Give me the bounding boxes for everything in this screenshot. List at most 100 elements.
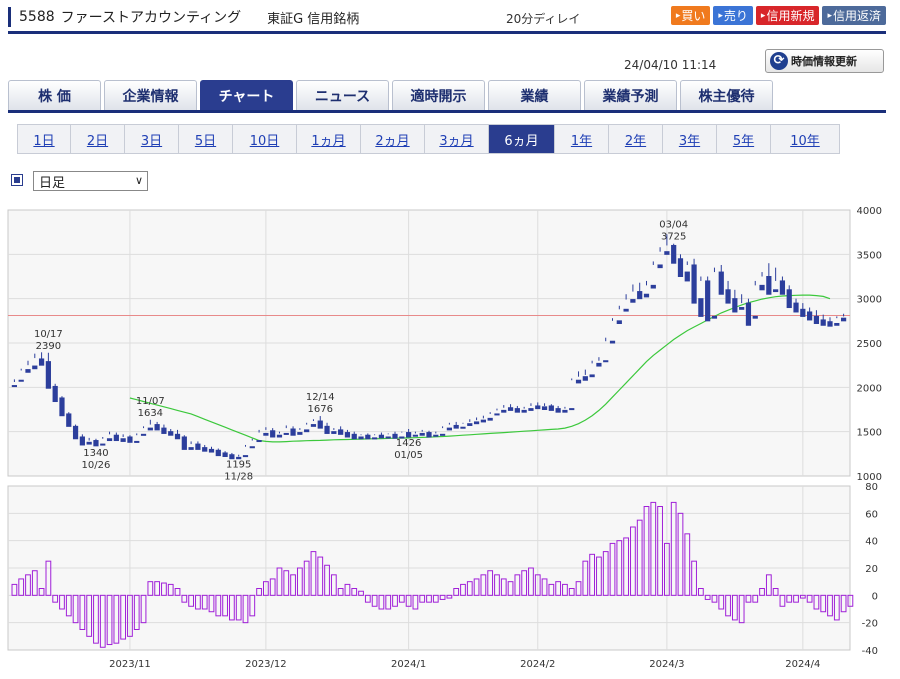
period-1d[interactable]: 1日 — [18, 125, 71, 153]
annotation-value: 1340 — [83, 448, 108, 459]
oscillator-bar — [806, 594, 813, 603]
oscillator-bar — [725, 594, 731, 617]
oscillator-bar — [500, 578, 507, 596]
oscillator-bar — [242, 594, 249, 624]
annotation-value: 3725 — [661, 232, 686, 243]
period-2y[interactable]: 2年 — [609, 125, 663, 153]
candle-body — [147, 427, 153, 431]
oscillator-bar — [161, 582, 167, 596]
oscillator-bar — [99, 594, 106, 648]
oscillator-bar — [181, 594, 188, 603]
oscillator-bar — [738, 594, 745, 624]
tab-disclosure[interactable]: 適時開示 — [392, 80, 485, 110]
osc-tick-label: 60 — [865, 509, 878, 520]
period-5d[interactable]: 5日 — [179, 125, 233, 153]
tab-results[interactable]: 業績 — [488, 80, 581, 110]
margin-new-button[interactable]: 信用新規 — [755, 6, 820, 25]
period-10y[interactable]: 10年 — [771, 125, 839, 153]
price-tick-label: 3000 — [857, 295, 882, 306]
candle-body — [684, 271, 690, 282]
oscillator-bar — [222, 594, 228, 617]
candle-body — [800, 308, 806, 317]
annotation-date: 10/26 — [82, 460, 111, 471]
candle-body — [582, 376, 588, 381]
annotation-value: 2390 — [36, 341, 61, 352]
candle-body — [453, 424, 459, 429]
tab-shareholder-benefits[interactable]: 株主優待 — [680, 80, 773, 110]
price-tick-label: 2000 — [857, 383, 882, 394]
candle-body — [263, 432, 269, 436]
candle-body — [338, 429, 344, 435]
period-3d[interactable]: 3日 — [125, 125, 179, 153]
oscillator-bar — [398, 594, 405, 603]
candle-body — [290, 428, 296, 436]
tab-stock-price[interactable]: 株 価 — [8, 80, 101, 110]
candle-body — [718, 271, 724, 295]
oscillator-bar — [133, 594, 140, 631]
oscillator-bar — [609, 542, 616, 596]
period-3y[interactable]: 3年 — [663, 125, 717, 153]
period-tabs: 1日 2日 3日 5日 10日 1ヵ月 2ヵ月 3ヵ月 6ヵ月 1年 2年 3年… — [17, 124, 840, 154]
period-1y[interactable]: 1年 — [555, 125, 609, 153]
candle-body — [807, 311, 813, 321]
period-5y[interactable]: 5年 — [717, 125, 771, 153]
sell-button[interactable]: 売り — [713, 6, 753, 25]
refresh-button[interactable]: ⟳ 時価情報更新 — [765, 49, 884, 73]
candle-body — [766, 276, 772, 295]
oscillator-bar — [229, 594, 235, 621]
candle-body — [711, 315, 718, 319]
oscillator-bar — [269, 578, 276, 596]
tab-news[interactable]: ニュース — [296, 80, 389, 110]
buy-button[interactable]: 買い — [670, 6, 711, 25]
candle-body — [460, 426, 466, 429]
timestamp: 24/04/10 11:14 — [624, 58, 717, 72]
oscillator-bar — [827, 594, 833, 617]
margin-repay-button[interactable]: 信用返済 — [822, 6, 886, 25]
candle-body — [623, 308, 629, 312]
period-10d[interactable]: 10日 — [233, 125, 297, 153]
oscillator-bar — [174, 588, 181, 596]
period-6m[interactable]: 6ヵ月 — [489, 125, 555, 153]
oscillator-bar — [276, 567, 283, 596]
candle-body — [154, 424, 160, 431]
candle-body — [603, 360, 609, 363]
interval-select[interactable]: 日足 ∨ — [33, 171, 148, 191]
period-2d[interactable]: 2日 — [71, 125, 125, 153]
oscillator-bar — [371, 594, 378, 607]
candle-body — [385, 436, 391, 439]
price-tick-label: 1500 — [857, 428, 882, 439]
candle-body — [589, 374, 595, 378]
annotation-date: 01/05 — [394, 450, 423, 461]
tab-company-info[interactable]: 企業情報 — [104, 80, 197, 110]
header-bar: 5588 ファーストアカウンティング 東証G 信用銘柄 20分ディレイ 買い 売… — [8, 4, 886, 34]
tab-forecast[interactable]: 業績予測 — [584, 80, 677, 110]
oscillator-bar — [419, 594, 426, 603]
period-1m[interactable]: 1ヵ月 — [297, 125, 361, 153]
oscillator-bar — [684, 533, 691, 596]
candle-body — [229, 454, 235, 460]
oscillator-bar — [487, 570, 494, 596]
candle-body — [507, 407, 514, 411]
tab-chart[interactable]: チャート — [200, 80, 293, 110]
price-tick-label: 1000 — [857, 472, 882, 483]
oscillator-bar — [256, 588, 262, 596]
osc-tick-label: 0 — [872, 591, 878, 602]
oscillator-bar — [106, 594, 113, 646]
oscillator-bar — [589, 553, 596, 596]
period-3m[interactable]: 3ヵ月 — [425, 125, 489, 153]
candle-body — [555, 408, 561, 413]
candle-body — [134, 440, 140, 443]
candle-body — [827, 321, 833, 327]
oscillator-bar — [18, 578, 25, 596]
oscillator-bar — [38, 588, 45, 596]
candle-body — [106, 438, 113, 442]
period-2m[interactable]: 2ヵ月 — [361, 125, 425, 153]
oscillator-bar — [195, 594, 201, 610]
candle-body — [140, 433, 147, 436]
candle-body — [188, 447, 194, 450]
oscillator-bar — [623, 537, 629, 596]
oscillator-bar — [432, 594, 439, 603]
annotation-value: 1195 — [226, 459, 251, 470]
oscillator-bar — [59, 594, 65, 610]
oscillator-bar — [290, 574, 296, 596]
